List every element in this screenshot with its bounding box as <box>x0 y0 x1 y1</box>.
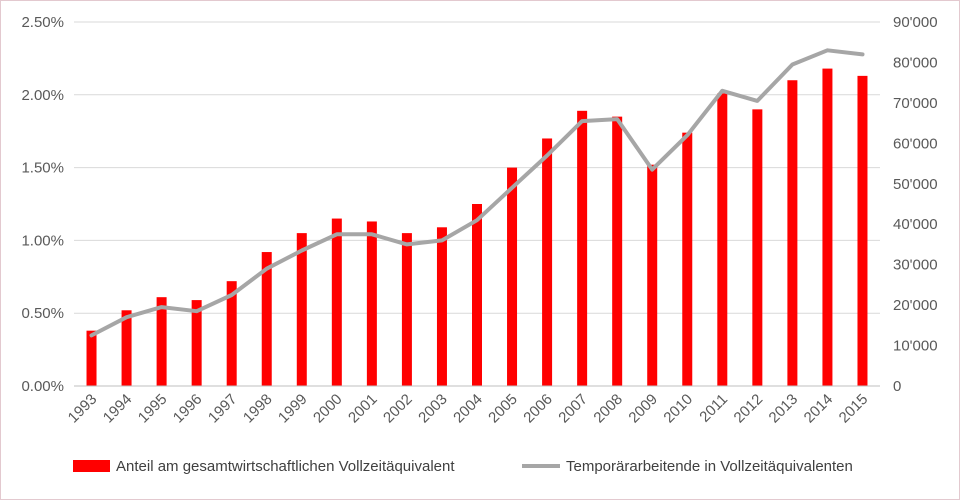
y-right-tick-label: 70'000 <box>893 95 938 112</box>
x-tick-label: 2009 <box>625 391 661 427</box>
y-left-tick-label: 1.50% <box>21 160 64 177</box>
x-tick-label: 1997 <box>205 391 241 427</box>
x-tick-label: 2010 <box>660 391 696 427</box>
line-path <box>89 48 865 338</box>
y-right-tick-label: 60'000 <box>893 135 938 152</box>
bar <box>86 330 97 386</box>
x-tick-label: 2001 <box>345 391 381 427</box>
y-right-tick-label: 30'000 <box>893 257 938 274</box>
x-tick-label: 2007 <box>555 391 591 427</box>
gridlines <box>74 21 880 314</box>
legend-bar-swatch <box>73 460 110 472</box>
bar <box>121 310 132 386</box>
bar <box>682 132 693 386</box>
bar <box>752 109 763 387</box>
y-right-tick-label: 80'000 <box>893 54 938 71</box>
x-tick-label: 2014 <box>801 391 837 427</box>
y-right-tick-label: 20'000 <box>893 297 938 314</box>
bar <box>717 93 728 387</box>
legend-line-label: Temporärarbeitende in Vollzeitäquivalent… <box>566 458 853 475</box>
x-tick-label: 2012 <box>731 391 767 427</box>
x-tick-label: 2003 <box>415 391 451 427</box>
bar <box>472 204 482 386</box>
left-axis: 0.00% 0.50% 1.00% 1.50% 2.00% 2.50% <box>21 14 64 395</box>
x-tick-label: 2000 <box>310 391 346 427</box>
y-right-tick-label: 10'000 <box>893 338 938 355</box>
bar <box>647 164 658 386</box>
x-tick-label: 1998 <box>240 391 276 427</box>
x-tick-label: 1999 <box>275 391 311 427</box>
x-tick-label: 2013 <box>766 391 802 427</box>
y-left-tick-label: 1.00% <box>21 232 64 249</box>
bar <box>507 167 518 386</box>
x-tick-label: 1993 <box>65 391 101 427</box>
bar-series <box>86 68 868 387</box>
y-right-tick-label: 90'000 <box>893 14 938 31</box>
x-tick-label: 2002 <box>380 391 416 427</box>
y-left-tick-label: 2.00% <box>21 87 64 104</box>
x-tick-label: 2008 <box>590 391 626 427</box>
bar <box>331 218 342 386</box>
line-series <box>89 48 865 338</box>
legend-bar-label: Anteil am gesamtwirtschaftlichen Vollzei… <box>116 458 455 475</box>
x-tick-label: 2011 <box>696 391 731 426</box>
x-tick-label: 2005 <box>485 391 521 427</box>
y-right-tick-label: 50'000 <box>893 176 938 193</box>
bar <box>226 281 237 386</box>
y-right-tick-label: 0 <box>893 378 901 395</box>
y-left-tick-label: 2.50% <box>21 14 64 31</box>
bar <box>156 297 167 386</box>
x-tick-label: 1994 <box>100 391 136 427</box>
y-left-tick-label: 0.00% <box>21 378 64 395</box>
y-left-tick-label: 0.50% <box>21 305 64 322</box>
bar <box>787 80 798 387</box>
x-tick-label: 1996 <box>170 391 206 427</box>
bar <box>366 221 377 386</box>
right-axis: 0 10'000 20'000 30'000 40'000 50'000 60'000 70'… <box>893 14 938 395</box>
bar <box>612 116 623 386</box>
legend: Anteil am gesamtwirtschaftlichen Vollzei… <box>73 458 853 475</box>
bar <box>577 110 588 386</box>
bar <box>191 300 202 386</box>
bar <box>542 138 553 386</box>
x-tick-label: 1995 <box>135 391 171 427</box>
y-right-tick-label: 40'000 <box>893 216 938 233</box>
x-tick-label: 2006 <box>520 391 556 427</box>
x-axis: 1993 1994 1995 1996 1997 1998 1999 2000 2001 2002… <box>65 385 880 427</box>
x-tick-label: 2004 <box>450 391 486 427</box>
bar <box>296 233 307 386</box>
bar <box>436 227 447 386</box>
bar <box>261 252 272 386</box>
bar <box>857 75 868 386</box>
x-tick-label: 2015 <box>836 391 872 427</box>
bar <box>822 68 833 386</box>
bar <box>401 233 412 386</box>
